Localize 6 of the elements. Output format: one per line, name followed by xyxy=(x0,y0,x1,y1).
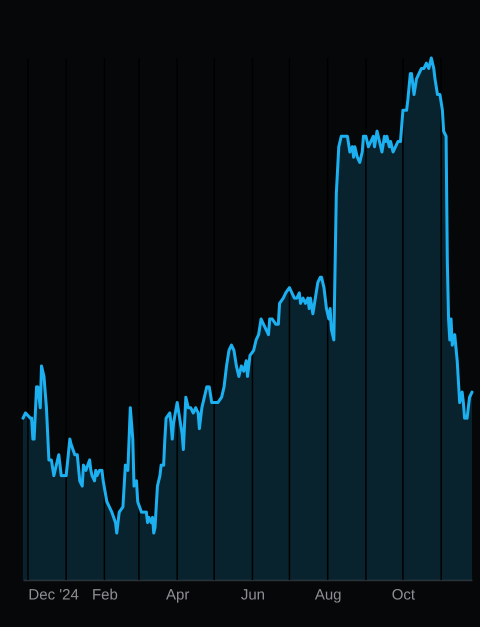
x-tick-label: Jun xyxy=(240,586,266,604)
x-tick-label: Dec '24 xyxy=(28,586,79,604)
x-tick-label: Oct xyxy=(392,586,416,604)
x-tick-label: Aug xyxy=(314,586,342,604)
x-tick-label: Apr xyxy=(166,586,190,604)
x-tick-label: Feb xyxy=(92,586,118,604)
